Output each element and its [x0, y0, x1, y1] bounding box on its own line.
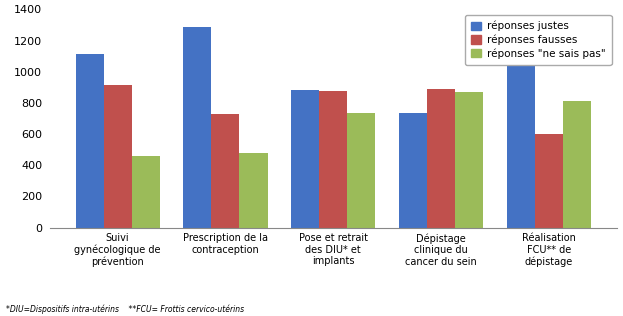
- Bar: [131, 155, 159, 228]
- Bar: [347, 113, 375, 228]
- Bar: [507, 58, 535, 228]
- Bar: [535, 134, 563, 228]
- Bar: [239, 153, 267, 228]
- Bar: [427, 89, 455, 228]
- Bar: [75, 54, 103, 228]
- Bar: [103, 85, 131, 228]
- Bar: [563, 101, 591, 228]
- Bar: [211, 114, 239, 228]
- Bar: [320, 91, 347, 228]
- Text: *DIU=Dispositifs intra-utérins    **FCU= Frottis cervico-utérins: *DIU=Dispositifs intra-utérins **FCU= Fr…: [6, 305, 244, 314]
- Legend: réponses justes, réponses fausses, réponses "ne sais pas": réponses justes, réponses fausses, répon…: [465, 15, 612, 65]
- Bar: [183, 27, 211, 228]
- Bar: [292, 90, 320, 228]
- Bar: [399, 113, 427, 228]
- Bar: [455, 92, 483, 228]
